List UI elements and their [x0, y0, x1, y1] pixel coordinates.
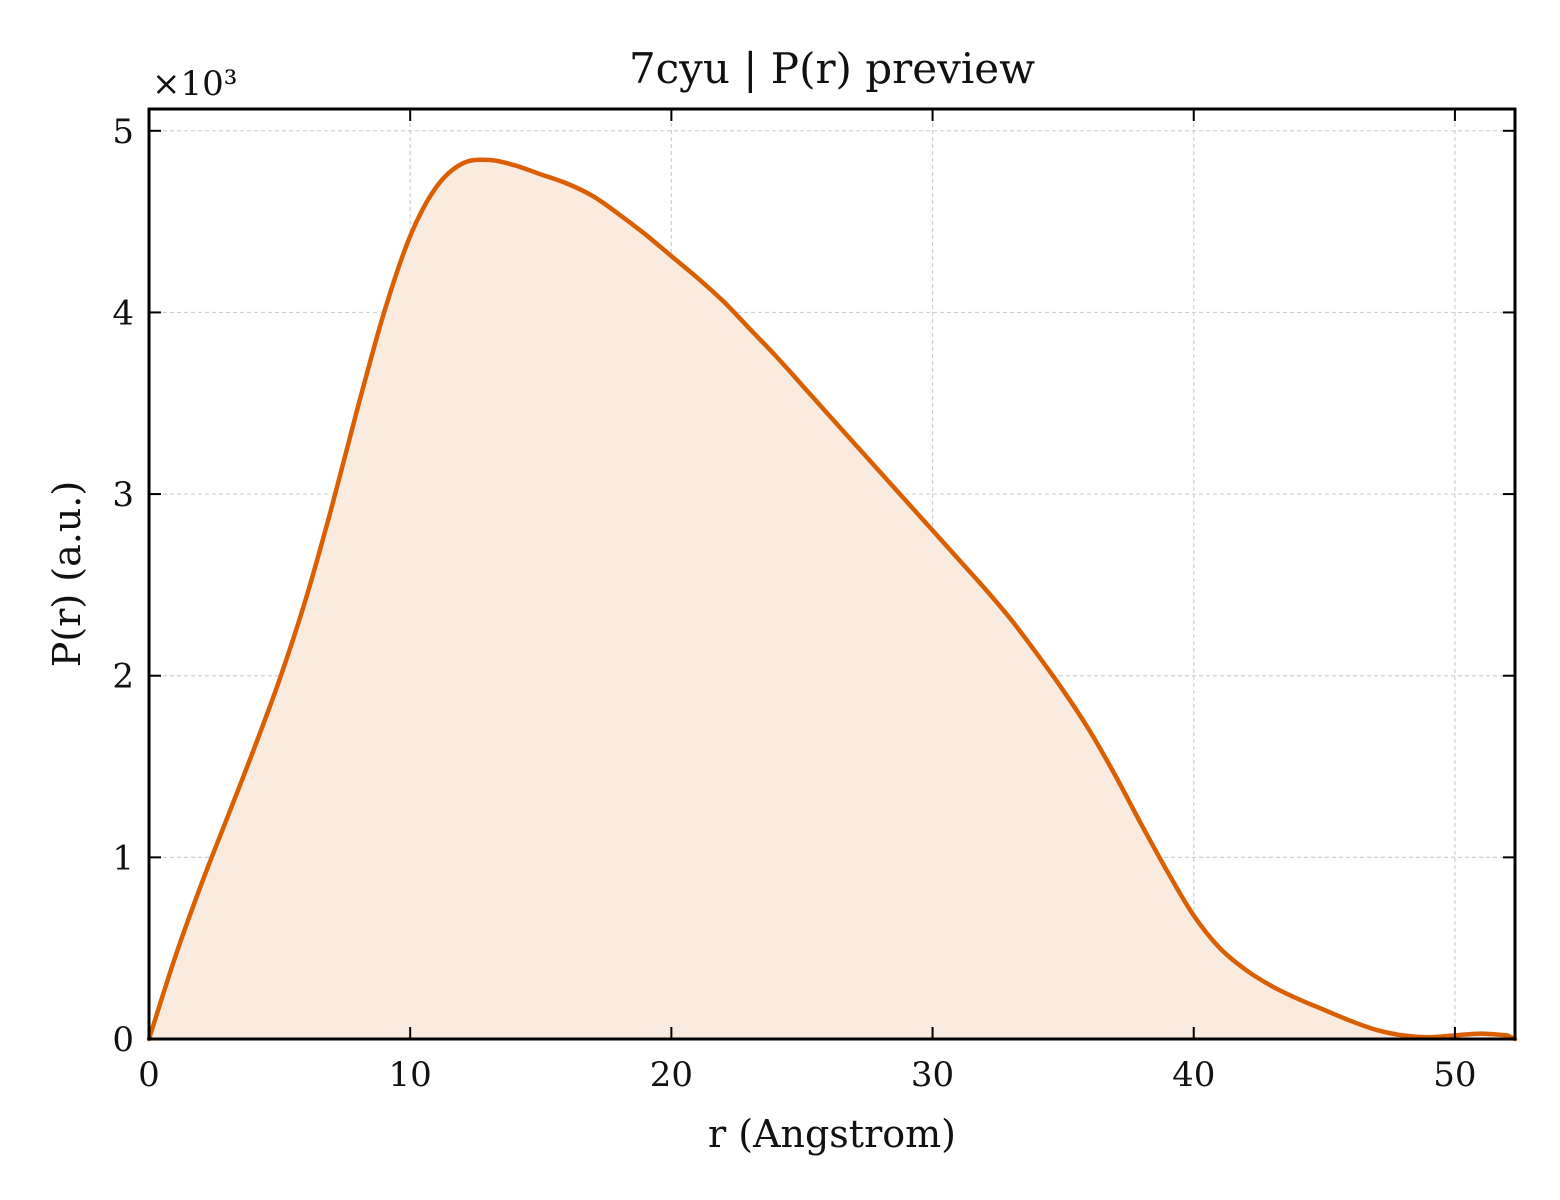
x-tick-label: 20: [650, 1055, 693, 1095]
x-axis-label: r (Angstrom): [708, 1112, 956, 1156]
x-tick-label: 30: [911, 1055, 954, 1095]
y-offset-label: ×10³: [152, 64, 237, 104]
y-tick-label: 3: [112, 475, 134, 515]
y-tick-label: 1: [112, 838, 134, 878]
x-tick-label: 40: [1172, 1055, 1215, 1095]
plot-frame: [147, 107, 1517, 1041]
x-tick-label: 50: [1433, 1055, 1476, 1095]
chart-title: 7cyu | P(r) preview: [629, 44, 1035, 93]
x-tick-label: 10: [389, 1055, 432, 1095]
tick-labels: 0 10 20 30 40 50 0 1 2 3 4 5: [112, 112, 1476, 1095]
y-axis-label: P(r) (a.u.): [45, 481, 89, 667]
y-tick-label: 4: [112, 293, 134, 333]
pr-area-fill: [149, 159, 1515, 1040]
x-tick-label: 0: [138, 1055, 160, 1095]
pr-curve-line: [146, 157, 1518, 1042]
y-tick-label: 2: [112, 657, 134, 697]
y-tick-label: 5: [112, 112, 134, 152]
y-tick-label: 0: [112, 1020, 134, 1060]
